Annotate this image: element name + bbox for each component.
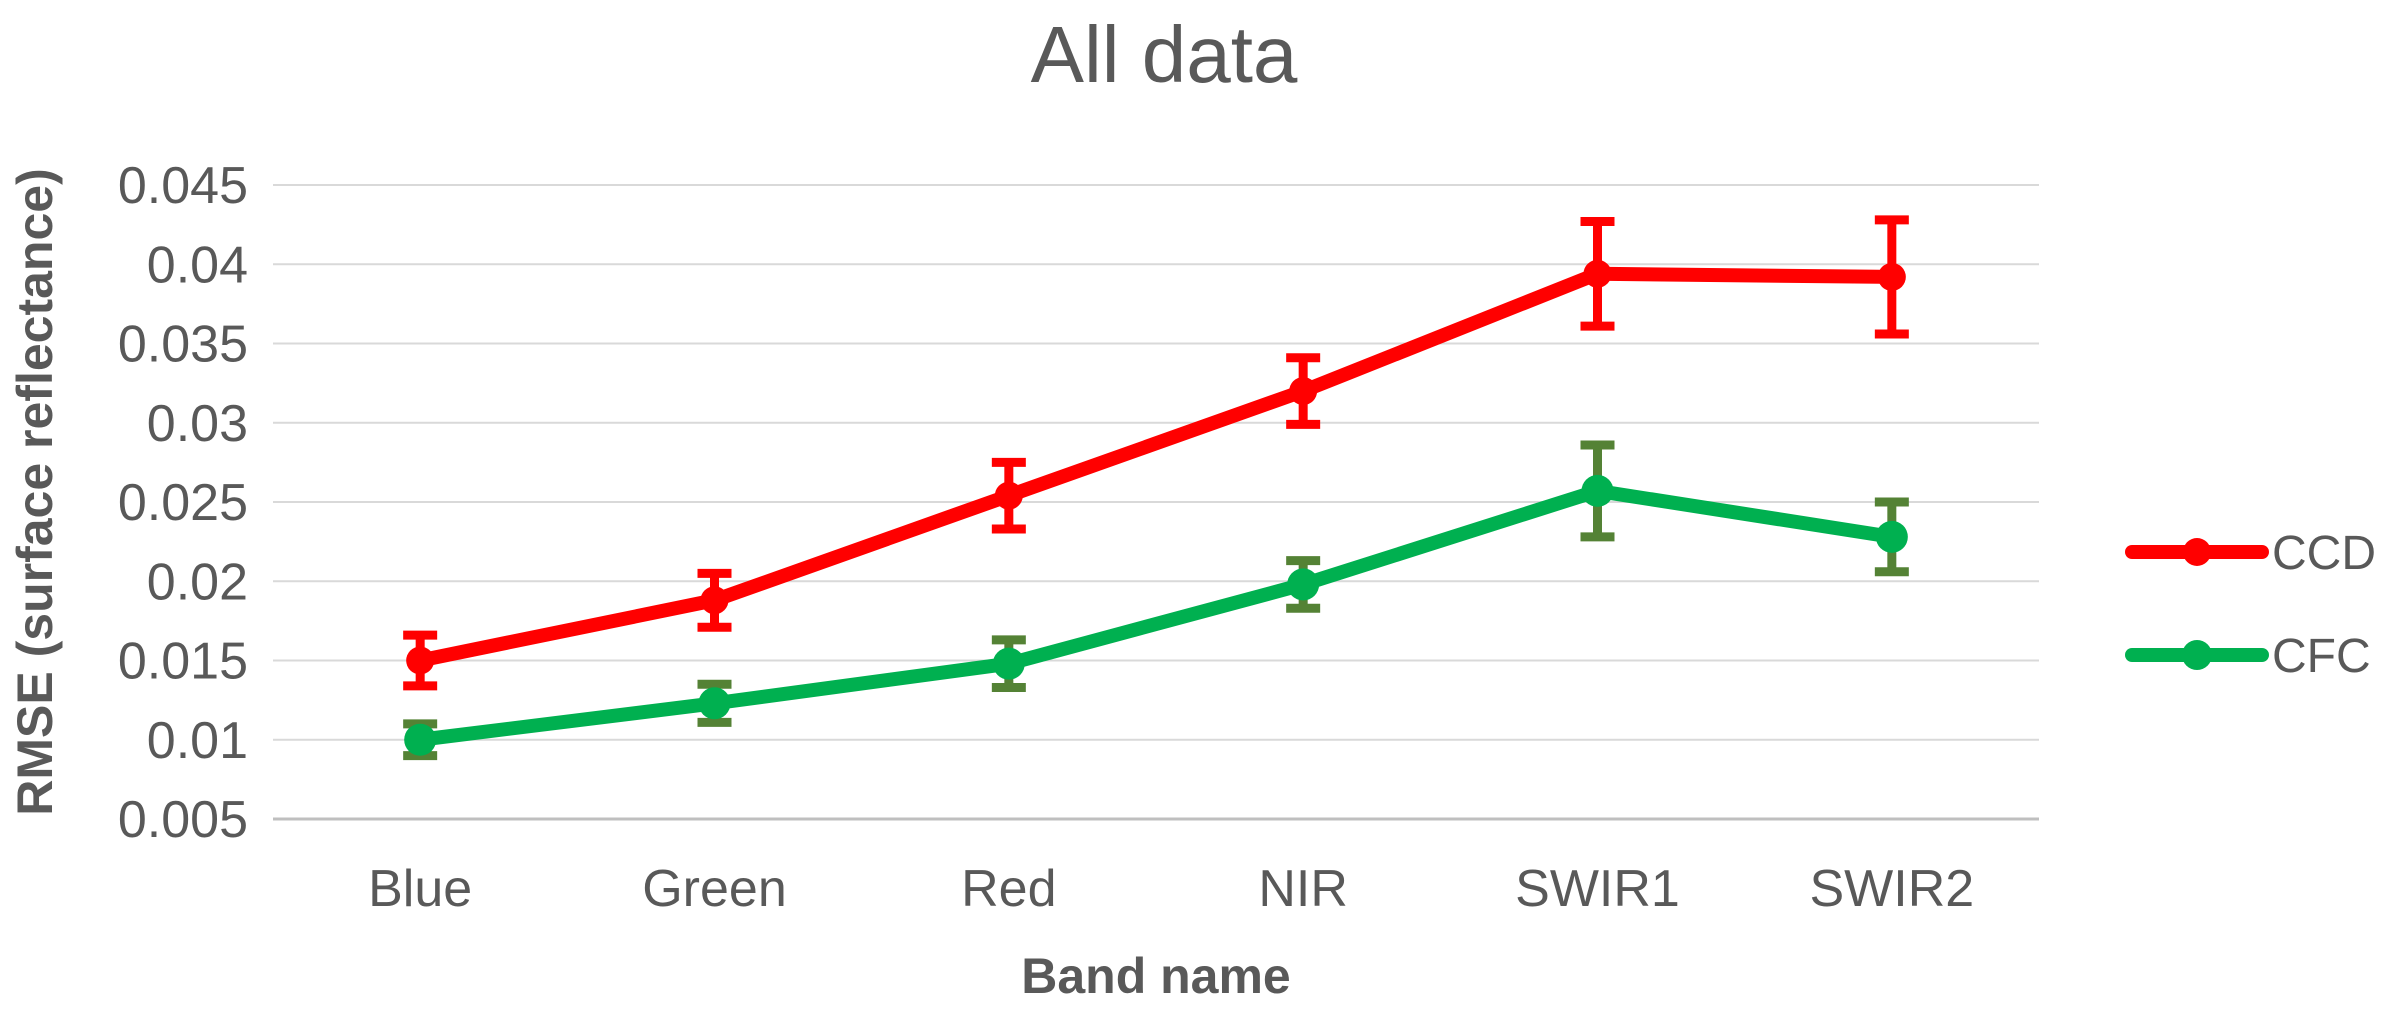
marker-ccd-nir (1289, 377, 1318, 406)
legend-label-ccd: CCD (2272, 527, 2376, 580)
marker-ccd-swir1 (1583, 259, 1612, 288)
marker-ccd-blue (406, 646, 435, 675)
legend-item-ccd: CCD (2125, 527, 2376, 580)
legend: CCD CFC (2125, 527, 2376, 683)
x-category-label: SWIR1 (1515, 860, 1680, 918)
series-line-ccd (413, 266, 1899, 668)
chart-title: All data (1031, 10, 1298, 99)
marker-ccd-red (994, 481, 1023, 510)
y-tick-label: 0.02 (147, 553, 248, 611)
y-tick-label: 0.005 (118, 791, 248, 849)
x-category-label: SWIR2 (1809, 860, 1974, 918)
y-tick-label: 0.04 (147, 236, 248, 294)
series-ccd (403, 215, 1909, 691)
legend-label-cfc: CFC (2272, 630, 2371, 683)
marker-cfc-swir2 (1875, 520, 1908, 553)
y-tick-label: 0.015 (118, 633, 248, 691)
y-tick-label: 0.03 (147, 395, 248, 453)
y-tick-label: 0.045 (118, 157, 248, 215)
legend-swatch-marker-ccd (2183, 538, 2211, 566)
y-axis-title: RMSE (surface reflectance) (7, 168, 63, 815)
legend-swatch-marker-cfc (2182, 640, 2212, 670)
y-tick-label: 0.025 (118, 474, 248, 532)
x-axis-title: Band name (1021, 948, 1291, 1004)
plot-area: 0.005 0.01 0.015 0.02 0.025 0.03 0.035 0.04 0.04… (118, 157, 2039, 918)
marker-cfc-nir (1287, 568, 1320, 601)
legend-item-cfc: CFC (2125, 630, 2371, 683)
y-tick-label: 0.035 (118, 316, 248, 374)
marker-cfc-blue (404, 723, 437, 756)
marker-cfc-green (698, 687, 731, 720)
x-category-label: Blue (368, 860, 472, 918)
y-tick-label: 0.01 (147, 712, 248, 770)
marker-ccd-swir2 (1877, 262, 1906, 291)
series-cfc (403, 440, 1909, 761)
x-category-label: Green (642, 860, 787, 918)
marker-cfc-swir1 (1581, 474, 1614, 507)
series-line-cfc (413, 483, 1899, 747)
x-category-label: Red (961, 860, 1056, 918)
x-category-label: NIR (1258, 860, 1348, 918)
marker-ccd-green (700, 586, 729, 615)
marker-cfc-red (992, 647, 1025, 680)
